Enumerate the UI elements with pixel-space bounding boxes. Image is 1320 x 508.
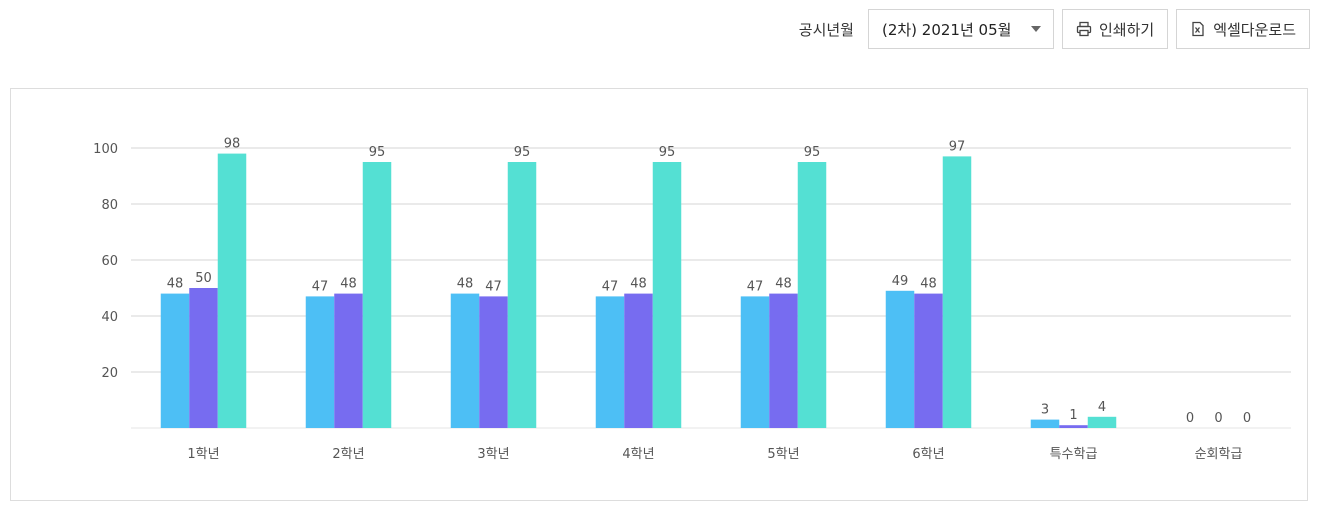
bar xyxy=(942,156,972,428)
data-label: 97 xyxy=(949,139,966,154)
x-tick-label: 6학년 xyxy=(912,447,944,462)
bar xyxy=(217,153,247,428)
excel-download-button[interactable]: 엑셀다운로드 xyxy=(1176,9,1310,49)
bar xyxy=(914,293,943,428)
excel-file-icon xyxy=(1190,21,1206,37)
data-label: 95 xyxy=(514,145,531,160)
data-label: 50 xyxy=(195,271,212,286)
excel-label: 엑셀다운로드 xyxy=(1213,20,1296,39)
print-label: 인쇄하기 xyxy=(1098,20,1155,39)
bar xyxy=(450,293,480,428)
data-label: 48 xyxy=(457,277,474,292)
print-button[interactable]: 인쇄하기 xyxy=(1061,9,1169,49)
x-tick-label: 특수학급 xyxy=(1050,447,1098,462)
bar xyxy=(189,288,218,428)
data-label: 48 xyxy=(630,277,647,292)
bar xyxy=(507,162,537,428)
data-label: 48 xyxy=(340,277,357,292)
y-tick-label: 20 xyxy=(101,366,118,381)
data-label: 0 xyxy=(1186,411,1194,426)
bar xyxy=(769,293,798,428)
data-label: 49 xyxy=(892,274,909,289)
y-tick-label: 100 xyxy=(93,142,118,157)
bar xyxy=(362,162,392,428)
bar xyxy=(595,296,625,428)
chart-panel: 20 40 60 80 100 48 50 98 1학년 47 48 95 2학년 48 47 95 3학년 47… xyxy=(10,88,1308,501)
period-select[interactable]: (2차) 2021년 05월 xyxy=(867,9,1054,49)
data-label: 48 xyxy=(167,277,184,292)
period-label: 공시년월 xyxy=(798,20,854,39)
period-select-value: (2차) 2021년 05월 xyxy=(881,20,1012,39)
x-tick-label: 1학년 xyxy=(187,447,219,462)
bar xyxy=(797,162,827,428)
bar xyxy=(479,296,508,428)
x-tick-label: 3학년 xyxy=(477,447,509,462)
bar xyxy=(652,162,682,428)
y-tick-label: 80 xyxy=(101,198,118,213)
data-label: 47 xyxy=(312,279,329,294)
printer-icon xyxy=(1076,21,1092,37)
data-label: 95 xyxy=(804,145,821,160)
bar xyxy=(1059,425,1088,428)
data-label: 3 xyxy=(1041,403,1049,418)
y-tick-label: 60 xyxy=(101,254,118,269)
data-label: 1 xyxy=(1069,408,1077,423)
chevron-down-icon xyxy=(1030,26,1041,32)
bar xyxy=(624,293,653,428)
x-tick-label: 2학년 xyxy=(332,447,364,462)
toolbar: 공시년월 (2차) 2021년 05월 인쇄하기 엑셀다운로드 xyxy=(799,8,1310,50)
x-tick-label: 5학년 xyxy=(767,447,799,462)
data-label: 47 xyxy=(485,279,502,294)
data-label: 47 xyxy=(747,279,764,294)
bar xyxy=(305,296,335,428)
bar xyxy=(1087,416,1117,428)
bar xyxy=(740,296,770,428)
data-label: 48 xyxy=(775,277,792,292)
x-tick-label: 순회학급 xyxy=(1195,447,1243,462)
x-tick-label: 4학년 xyxy=(622,447,654,462)
bar xyxy=(885,290,915,428)
data-label: 47 xyxy=(602,279,619,294)
data-label: 95 xyxy=(659,145,676,160)
data-label: 4 xyxy=(1098,400,1106,415)
bar xyxy=(334,293,363,428)
data-label: 0 xyxy=(1243,411,1251,426)
data-label: 0 xyxy=(1214,411,1222,426)
data-label: 48 xyxy=(920,277,937,292)
data-label: 95 xyxy=(369,145,386,160)
bar xyxy=(1030,419,1060,428)
data-label: 98 xyxy=(224,137,241,152)
bar xyxy=(160,293,190,428)
y-tick-label: 40 xyxy=(101,310,118,325)
